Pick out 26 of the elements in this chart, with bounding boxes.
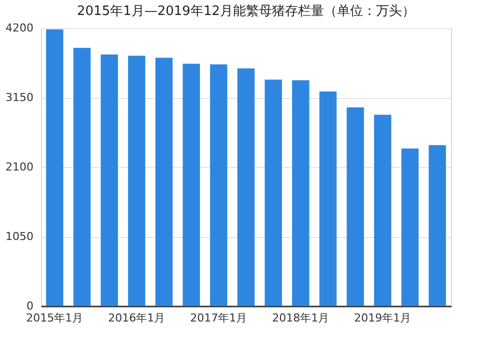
bar — [374, 114, 392, 306]
y-tick-label: 2100 — [6, 160, 34, 174]
x-tick-label: 2016年1月 — [108, 312, 166, 324]
y-tick-label: 1050 — [6, 230, 34, 243]
x-tick-label: 2018年1月 — [272, 312, 330, 324]
bar — [346, 107, 364, 306]
x-tick-label: 2015年1月 — [26, 312, 84, 324]
chart-title: 2015年1月—2019年12月能繁母猪存栏量（单位：万头） — [77, 4, 415, 19]
bar — [428, 145, 446, 306]
bar — [319, 92, 337, 306]
bar — [46, 29, 64, 306]
bar — [237, 68, 255, 306]
y-tick-label: 3150 — [6, 91, 34, 104]
y-tick-label: 0 — [26, 300, 34, 312]
bar — [210, 64, 228, 306]
x-tick-label: 2019年1月 — [354, 312, 412, 324]
bar — [401, 148, 419, 306]
bar — [264, 80, 282, 306]
x-tick-label: 2017年1月 — [190, 312, 248, 324]
bar — [73, 48, 91, 306]
bar — [155, 58, 173, 306]
bar — [182, 64, 200, 306]
bar — [128, 56, 146, 306]
bar — [292, 80, 310, 306]
y-tick-label: 4200 — [6, 22, 34, 34]
bar — [100, 54, 118, 306]
